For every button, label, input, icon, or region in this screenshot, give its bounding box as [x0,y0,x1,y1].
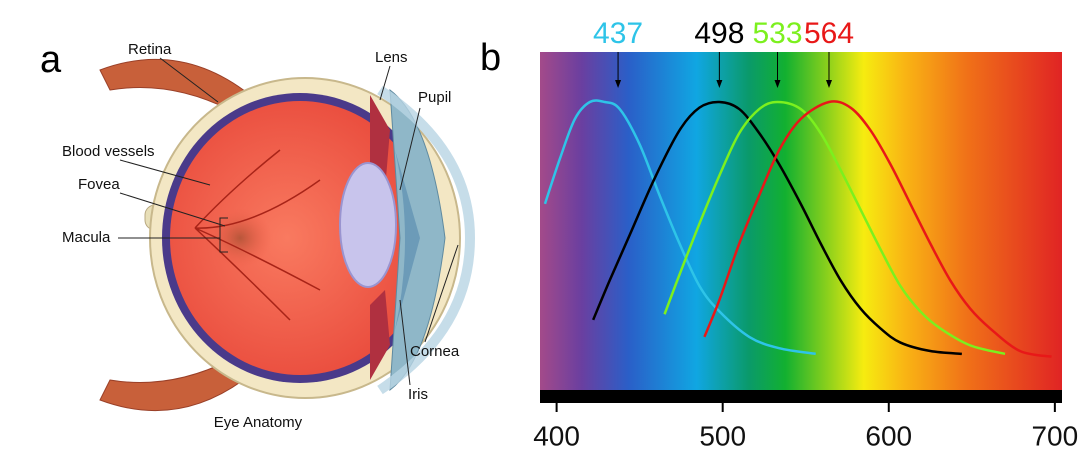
part-label: Macula [62,229,111,246]
x-tick-label: 700 [1031,420,1078,451]
leader-lines [118,57,459,386]
arrow-head [825,80,832,88]
sensitivity-curve [703,100,1052,358]
plot: 400 500 600 700 437 498 533 564 [533,17,1078,451]
panel-label: b [480,37,501,79]
x-tick-label: 400 [533,420,580,451]
sensitivity-curve [663,100,1006,356]
peak-label: 437 [593,17,643,50]
peak-label: 498 [694,17,744,50]
caption: Eye Anatomy [214,414,303,431]
sensitivity-curve [591,100,962,356]
part-label: Iris [408,386,428,403]
part-label: Pupil [418,89,451,106]
part-label: Retina [128,41,172,58]
arrow-head [716,80,723,88]
sensitivity-curve [543,99,816,356]
peak-label: 533 [752,17,802,50]
part-label: Lens [375,49,408,66]
x-tick-label: 500 [699,420,746,451]
axis-bar [540,390,1062,403]
panel-label: a [40,39,62,81]
spectrum-background [540,52,1062,390]
arrow-head [615,80,622,88]
part-label: Blood vessels [62,143,155,160]
part-label: Cornea [410,343,460,360]
peak-label: 564 [804,17,854,50]
x-tick-label: 600 [865,420,912,451]
eye-illustration [99,58,476,412]
arrow-head [774,80,781,88]
part-label: Fovea [78,176,120,193]
